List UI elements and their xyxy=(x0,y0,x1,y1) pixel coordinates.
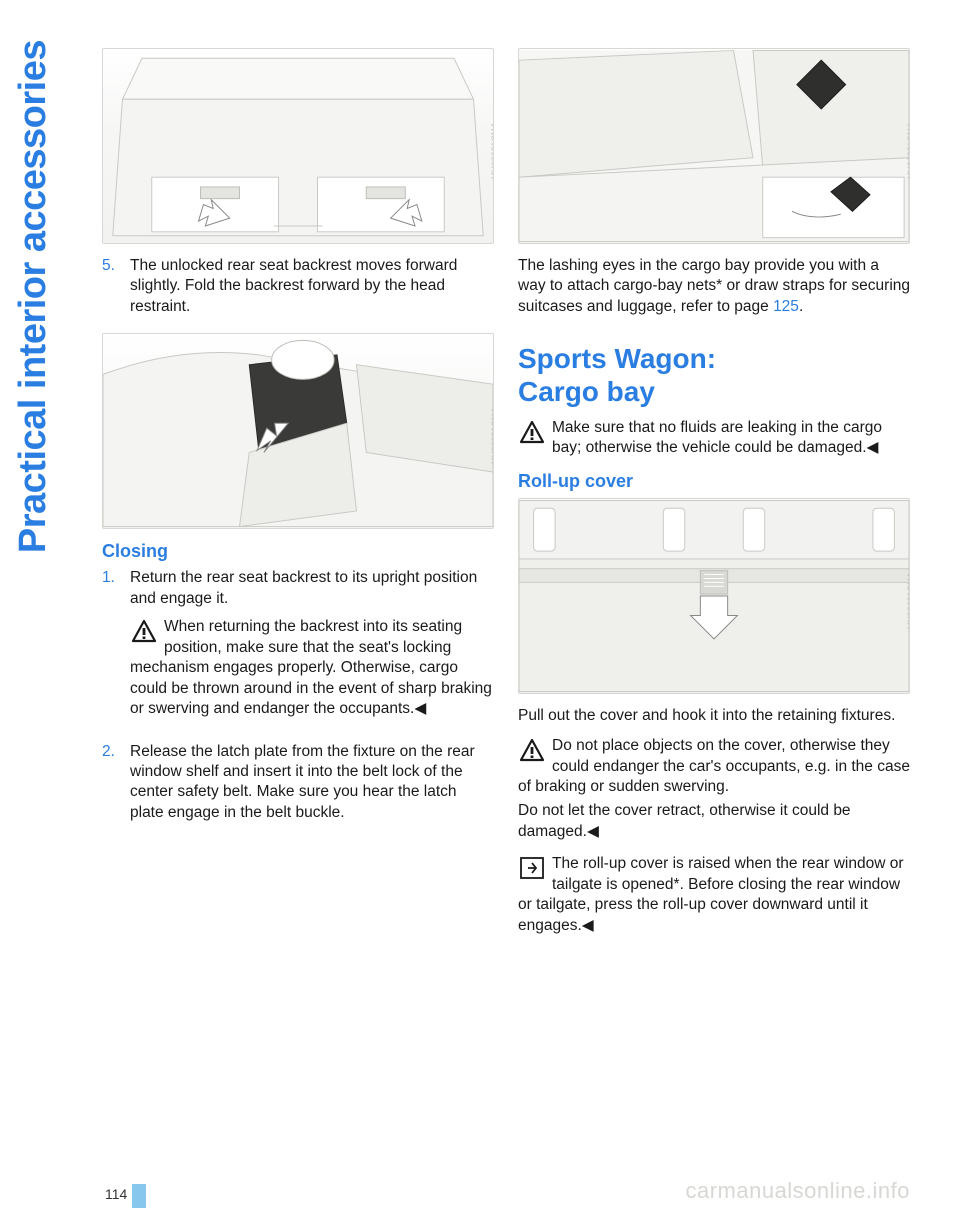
lashing-eyes-illustration xyxy=(519,49,909,243)
list-step-2: 2. Release the latch plate from the fixt… xyxy=(102,742,494,824)
figure-fold-backrest: MV03681CMA xyxy=(102,333,494,529)
lashing-eyes-paragraph: The lashing eyes in the cargo bay provid… xyxy=(518,256,910,317)
figure-trunk-levers: MV03681CMA xyxy=(102,48,494,244)
warning-text: Do not place objects on the cover, other… xyxy=(518,737,910,795)
side-chapter-title: Practical interior accessories xyxy=(12,40,55,553)
page-tab-marker xyxy=(132,1184,146,1208)
warning-icon xyxy=(130,619,158,643)
step-body: Return the rear seat backrest to its upr… xyxy=(130,568,494,731)
info-icon xyxy=(518,856,546,880)
step-text: Return the rear seat backrest to its upr… xyxy=(130,568,494,609)
figure-code: MV03681CMA xyxy=(907,572,911,629)
heading-sports-wagon: Sports Wagon: Cargo bay xyxy=(518,343,910,407)
step-number: 5. xyxy=(102,256,122,317)
pullout-paragraph: Pull out the cover and hook it into the … xyxy=(518,706,910,726)
figure-code: MV03681CMA xyxy=(491,407,495,464)
warning-icon xyxy=(518,420,546,444)
page-footer: 114 carmanualsonline.info xyxy=(0,1180,960,1208)
warning-cover-objects: Do not place objects on the cover, other… xyxy=(518,736,910,842)
text-part: . xyxy=(799,298,803,315)
warning-fluids: Make sure that no fluids are leaking in … xyxy=(518,418,910,459)
warning-backrest-lock: When returning the backrest into its sea… xyxy=(130,617,494,719)
two-column-layout: MV03681CMA 5. The unlocked rear seat bac… xyxy=(102,48,910,948)
warning-text: Make sure that no fluids are leaking in … xyxy=(552,419,882,456)
figure-rollup-cover: MV03681CMA xyxy=(518,498,910,694)
rollup-cover-illustration xyxy=(519,499,909,693)
page-number: 114 xyxy=(105,1186,127,1202)
info-rollup-raised: The roll-up cover is raised when the rea… xyxy=(518,854,910,936)
manual-page: Practical interior accessories MV03681CM… xyxy=(0,0,960,1220)
step-number: 2. xyxy=(102,742,122,824)
fold-backrest-illustration xyxy=(103,334,493,528)
step-number: 1. xyxy=(102,568,122,731)
left-column: MV03681CMA 5. The unlocked rear seat bac… xyxy=(102,48,494,948)
right-column: MV03681CMA The lashing eyes in the cargo… xyxy=(518,48,910,948)
figure-code: MV03681CMA xyxy=(907,122,911,179)
list-step-1: 1. Return the rear seat backrest to its … xyxy=(102,568,494,731)
list-step-5: 5. The unlocked rear seat backrest moves… xyxy=(102,256,494,317)
figure-code: MV03681CMA xyxy=(491,122,495,179)
trunk-lever-illustration xyxy=(103,49,493,243)
step-text: Release the latch plate from the fixture… xyxy=(130,742,494,824)
heading-closing: Closing xyxy=(102,541,494,562)
figure-lashing-eyes: MV03681CMA xyxy=(518,48,910,244)
warning-icon xyxy=(518,738,546,762)
warning-text-2: Do not let the cover retract, otherwise … xyxy=(518,801,910,842)
warning-text: When returning the backrest into its sea… xyxy=(130,618,492,717)
step-text: The unlocked rear seat backrest moves fo… xyxy=(130,256,494,317)
heading-rollup-cover: Roll-up cover xyxy=(518,471,910,492)
watermark-text: carmanualsonline.info xyxy=(685,1178,910,1204)
page-link-125[interactable]: 125 xyxy=(773,298,799,315)
